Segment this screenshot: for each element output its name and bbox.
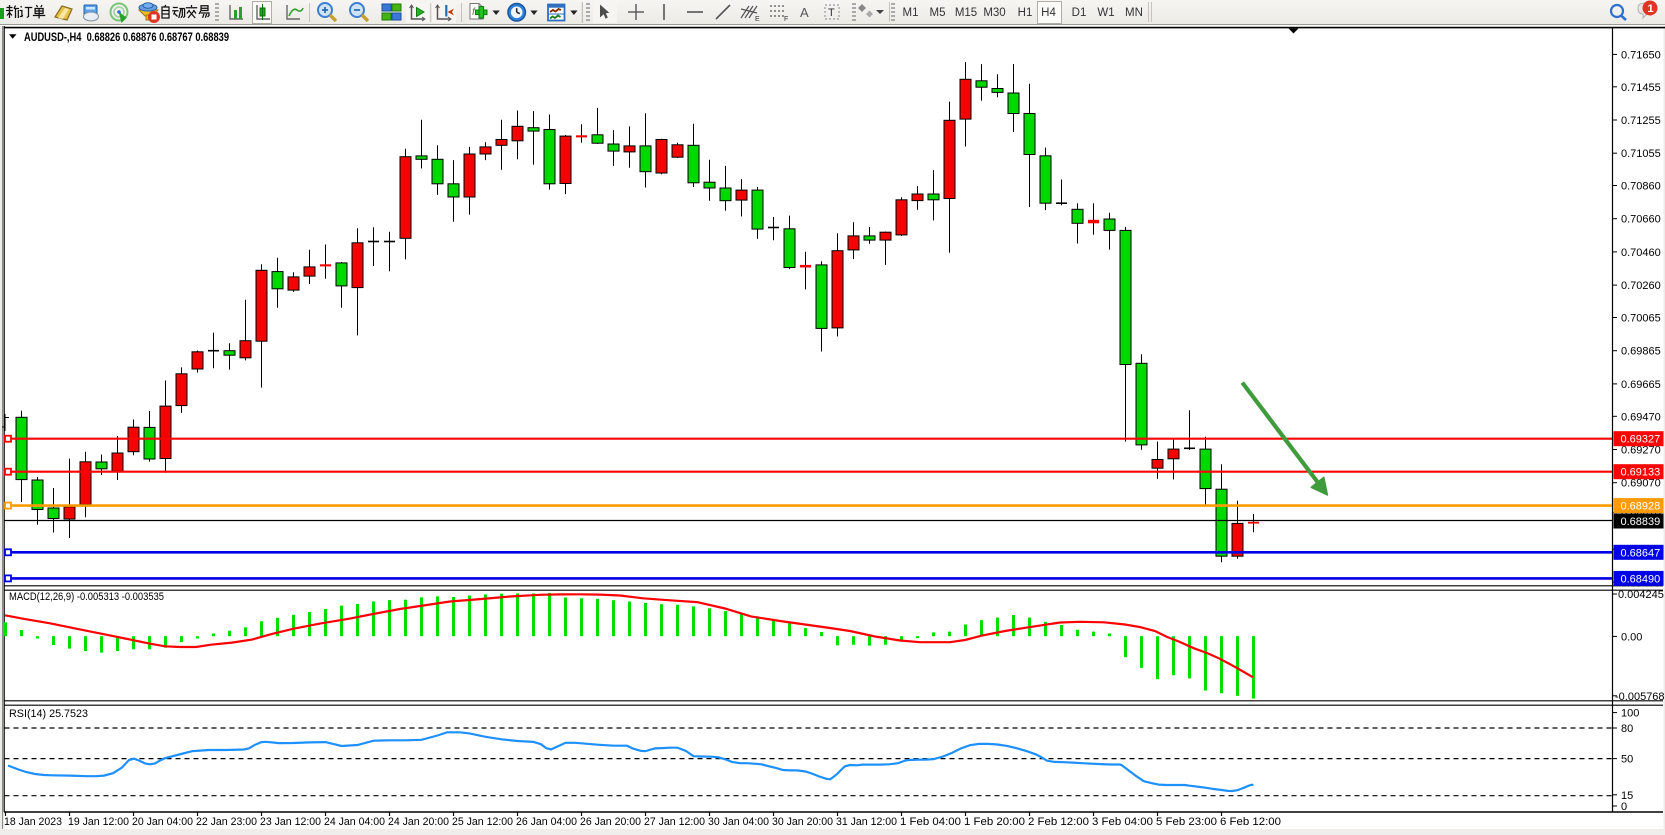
- svg-text:0.69133: 0.69133: [1621, 467, 1661, 479]
- svg-text:0.69470: 0.69470: [1621, 411, 1661, 423]
- svg-text:MACD(12,26,9) -0.005313 -0.003: MACD(12,26,9) -0.005313 -0.003535: [9, 591, 164, 603]
- svg-text:0.70065: 0.70065: [1621, 313, 1661, 325]
- svg-text:0.69070: 0.69070: [1621, 478, 1661, 490]
- svg-text:0.69665: 0.69665: [1621, 379, 1661, 391]
- svg-text:M5: M5: [930, 7, 946, 19]
- svg-text:T: T: [828, 7, 835, 19]
- svg-text:0.69270: 0.69270: [1621, 445, 1661, 457]
- svg-text:15: 15: [1621, 790, 1633, 802]
- svg-text:0.00: 0.00: [1621, 631, 1642, 643]
- svg-text:0.71255: 0.71255: [1621, 115, 1661, 127]
- svg-text:23 Jan 12:00: 23 Jan 12:00: [260, 816, 321, 828]
- svg-text:0.70460: 0.70460: [1621, 247, 1661, 259]
- svg-text:100: 100: [1621, 708, 1639, 720]
- svg-text:24 Jan 20:00: 24 Jan 20:00: [388, 816, 449, 828]
- svg-text:H1: H1: [1018, 7, 1033, 19]
- svg-text:24 Jan 04:00: 24 Jan 04:00: [324, 816, 385, 828]
- svg-text:MN: MN: [1125, 7, 1143, 19]
- svg-text:0.68647: 0.68647: [1621, 547, 1661, 559]
- svg-text:M15: M15: [955, 7, 977, 19]
- svg-text:1: 1: [1648, 3, 1654, 15]
- svg-text:80: 80: [1621, 723, 1633, 735]
- svg-text:0.68928: 0.68928: [1621, 501, 1661, 513]
- svg-text:18 Jan 2023: 18 Jan 2023: [4, 816, 62, 828]
- svg-text:0.70860: 0.70860: [1621, 181, 1661, 193]
- svg-text:6 Feb 12:00: 6 Feb 12:00: [1220, 816, 1281, 828]
- svg-text:0.71055: 0.71055: [1621, 148, 1661, 160]
- svg-text:0.71455: 0.71455: [1621, 82, 1661, 94]
- svg-text:3 Feb 04:00: 3 Feb 04:00: [1092, 816, 1153, 828]
- svg-text:RSI(14) 25.7523: RSI(14) 25.7523: [9, 708, 88, 720]
- svg-text:E: E: [755, 16, 760, 23]
- svg-text:0.004245: 0.004245: [1618, 589, 1664, 601]
- svg-text:f: f: [472, 7, 476, 18]
- svg-text:1 Feb 20:00: 1 Feb 20:00: [964, 816, 1025, 828]
- svg-text:H4: H4: [1041, 7, 1056, 19]
- svg-text:0.70260: 0.70260: [1621, 280, 1661, 292]
- svg-text:0.70660: 0.70660: [1621, 214, 1661, 226]
- svg-text:D1: D1: [1072, 7, 1087, 19]
- svg-text:M30: M30: [983, 7, 1005, 19]
- svg-text:1 Feb 04:00: 1 Feb 04:00: [900, 816, 961, 828]
- svg-text:0.71650: 0.71650: [1621, 49, 1661, 61]
- svg-text:19 Jan 12:00: 19 Jan 12:00: [68, 816, 129, 828]
- svg-text:30 Jan 04:00: 30 Jan 04:00: [708, 816, 769, 828]
- svg-text:0.69327: 0.69327: [1621, 434, 1661, 446]
- svg-text:27 Jan 12:00: 27 Jan 12:00: [644, 816, 705, 828]
- svg-text:30 Jan 20:00: 30 Jan 20:00: [772, 816, 833, 828]
- svg-text:F: F: [784, 16, 788, 23]
- svg-text:W1: W1: [1097, 7, 1114, 19]
- svg-text:25 Jan 12:00: 25 Jan 12:00: [452, 816, 513, 828]
- svg-text:M1: M1: [903, 7, 919, 19]
- svg-text:5 Feb 23:00: 5 Feb 23:00: [1156, 816, 1217, 828]
- svg-text:31 Jan 12:00: 31 Jan 12:00: [836, 816, 897, 828]
- svg-text:0.68490: 0.68490: [1621, 573, 1661, 585]
- svg-text:A: A: [800, 5, 809, 20]
- svg-text:0.68839: 0.68839: [1621, 516, 1661, 528]
- svg-text:0: 0: [1621, 801, 1627, 813]
- svg-text:50: 50: [1621, 754, 1633, 766]
- svg-text:20 Jan 04:00: 20 Jan 04:00: [132, 816, 193, 828]
- svg-text:2 Feb 12:00: 2 Feb 12:00: [1028, 816, 1089, 828]
- svg-text:0.69865: 0.69865: [1621, 346, 1661, 358]
- svg-text:26 Jan 04:00: 26 Jan 04:00: [516, 816, 577, 828]
- svg-text:26 Jan 20:00: 26 Jan 20:00: [580, 816, 641, 828]
- svg-text:AUDUSD-,H4 0.68826 0.68876 0.: AUDUSD-,H4 0.68826 0.68876 0.68767 0.688…: [24, 30, 229, 44]
- svg-text:-0.005768: -0.005768: [1615, 691, 1665, 703]
- svg-text:22 Jan 23:00: 22 Jan 23:00: [196, 816, 257, 828]
